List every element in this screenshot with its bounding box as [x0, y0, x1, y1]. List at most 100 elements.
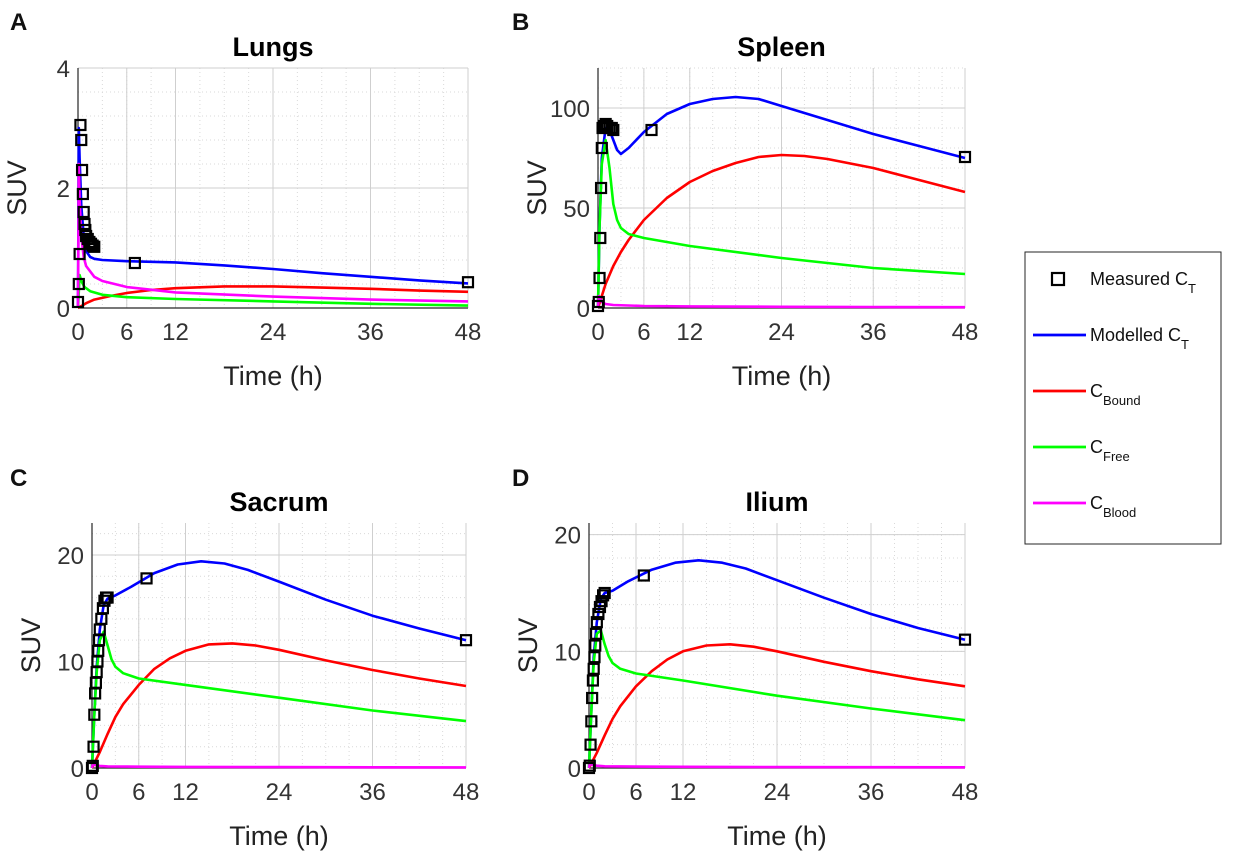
x-axis-label: Time (h): [732, 361, 832, 391]
y-tick-label: 2: [57, 176, 70, 203]
y-tick-label: 4: [57, 56, 70, 83]
legend-marker: [1050, 271, 1066, 287]
data-point: [128, 256, 141, 270]
x-tick-label: 36: [357, 319, 384, 346]
y-tick-label: 0: [577, 296, 590, 323]
data-point: [84, 237, 98, 250]
x-tick-label: 0: [71, 319, 84, 346]
x-tick-label: 36: [359, 779, 386, 806]
chart-title: Sacrum: [229, 487, 328, 517]
data-point: [584, 738, 597, 751]
data-point: [71, 295, 85, 309]
data-point: [589, 627, 603, 640]
x-tick-label: 12: [676, 319, 703, 346]
y-tick-label: 0: [57, 296, 70, 323]
x-tick-label: 24: [266, 779, 293, 806]
x-tick-label: 0: [85, 779, 98, 806]
legend-label-subscript: Bound: [1103, 393, 1141, 408]
x-tick-label: 48: [952, 319, 979, 346]
data-point: [587, 662, 600, 675]
chart-title: Lungs: [233, 32, 314, 62]
data-point: [77, 205, 90, 219]
legend-label-subscript: T: [1188, 281, 1196, 296]
measured-markers: [71, 118, 475, 309]
data-point: [598, 586, 611, 600]
chart-title: Ilium: [745, 487, 808, 517]
data-point: [592, 607, 605, 621]
data-point: [140, 572, 153, 585]
data-point: [590, 616, 603, 629]
data-point: [101, 591, 114, 604]
data-point: [74, 118, 87, 132]
data-point: [86, 759, 99, 772]
x-tick-label: 12: [162, 319, 189, 346]
y-tick-label: 20: [554, 523, 581, 550]
series-line: [587, 628, 966, 769]
data-point: [958, 633, 972, 646]
x-tick-label: 6: [637, 319, 650, 346]
legend-label-subscript: Blood: [1103, 505, 1136, 520]
data-point: [592, 295, 605, 309]
x-axis-label: Time (h): [727, 821, 827, 851]
data-point: [589, 639, 602, 652]
data-point: [459, 634, 473, 647]
data-point: [586, 674, 600, 687]
data-point: [75, 133, 88, 147]
data-point: [88, 708, 101, 721]
series-line: [77, 285, 469, 310]
data-point: [645, 123, 658, 137]
data-point: [87, 740, 100, 753]
x-tick-label: 12: [172, 779, 199, 806]
y-tick-label: 20: [57, 543, 84, 570]
data-point: [593, 271, 606, 285]
legend-box: [1024, 251, 1222, 545]
data-point: [595, 141, 608, 155]
series-line: [587, 761, 966, 769]
measured-markers: [591, 117, 972, 313]
data-point: [596, 589, 610, 602]
data-point: [583, 759, 596, 772]
x-axis-label: Time (h): [229, 821, 329, 851]
series-line: [90, 642, 467, 769]
data-point: [594, 181, 608, 195]
data-point: [637, 569, 650, 582]
x-tick-label: 48: [453, 779, 480, 806]
chart-title: Spleen: [737, 32, 826, 62]
panel-letter: B: [512, 9, 529, 36]
data-point: [585, 715, 598, 728]
series-line: [596, 294, 966, 309]
data-point: [594, 231, 607, 245]
y-tick-label: 0: [71, 756, 84, 783]
data-point: [88, 240, 101, 253]
y-axis-label: SUV: [16, 618, 46, 674]
y-tick-label: 10: [554, 639, 581, 666]
y-tick-label: 0: [568, 756, 581, 783]
x-tick-label: 6: [629, 779, 642, 806]
x-tick-label: 0: [591, 319, 604, 346]
series-line: [90, 762, 467, 769]
y-tick-label: 100: [550, 96, 590, 123]
y-tick-label: 10: [57, 649, 84, 676]
x-tick-label: 0: [582, 779, 595, 806]
x-tick-label: 36: [858, 779, 885, 806]
data-point: [607, 123, 620, 137]
y-tick-label: 50: [563, 196, 590, 223]
panel-letter: D: [512, 465, 529, 492]
data-point: [75, 163, 89, 177]
data-point: [73, 247, 86, 261]
x-tick-label: 6: [132, 779, 145, 806]
x-tick-label: 24: [768, 319, 795, 346]
x-tick-label: 6: [120, 319, 133, 346]
series-line: [596, 138, 966, 309]
panel-D: 0 6 12 24 36 48 0 10 20 Ilium Time (h) SUV D: [512, 465, 978, 851]
data-point: [605, 121, 618, 135]
x-tick-label: 24: [764, 779, 791, 806]
series-line: [587, 642, 966, 769]
measured-markers: [85, 572, 473, 775]
data-point: [72, 277, 85, 291]
measured-markers: [582, 569, 972, 775]
x-tick-label: 48: [952, 779, 979, 806]
panel-C: 0 6 12 24 36 48 0 10 20 Sacrum Time (h) SUV C: [10, 465, 479, 851]
